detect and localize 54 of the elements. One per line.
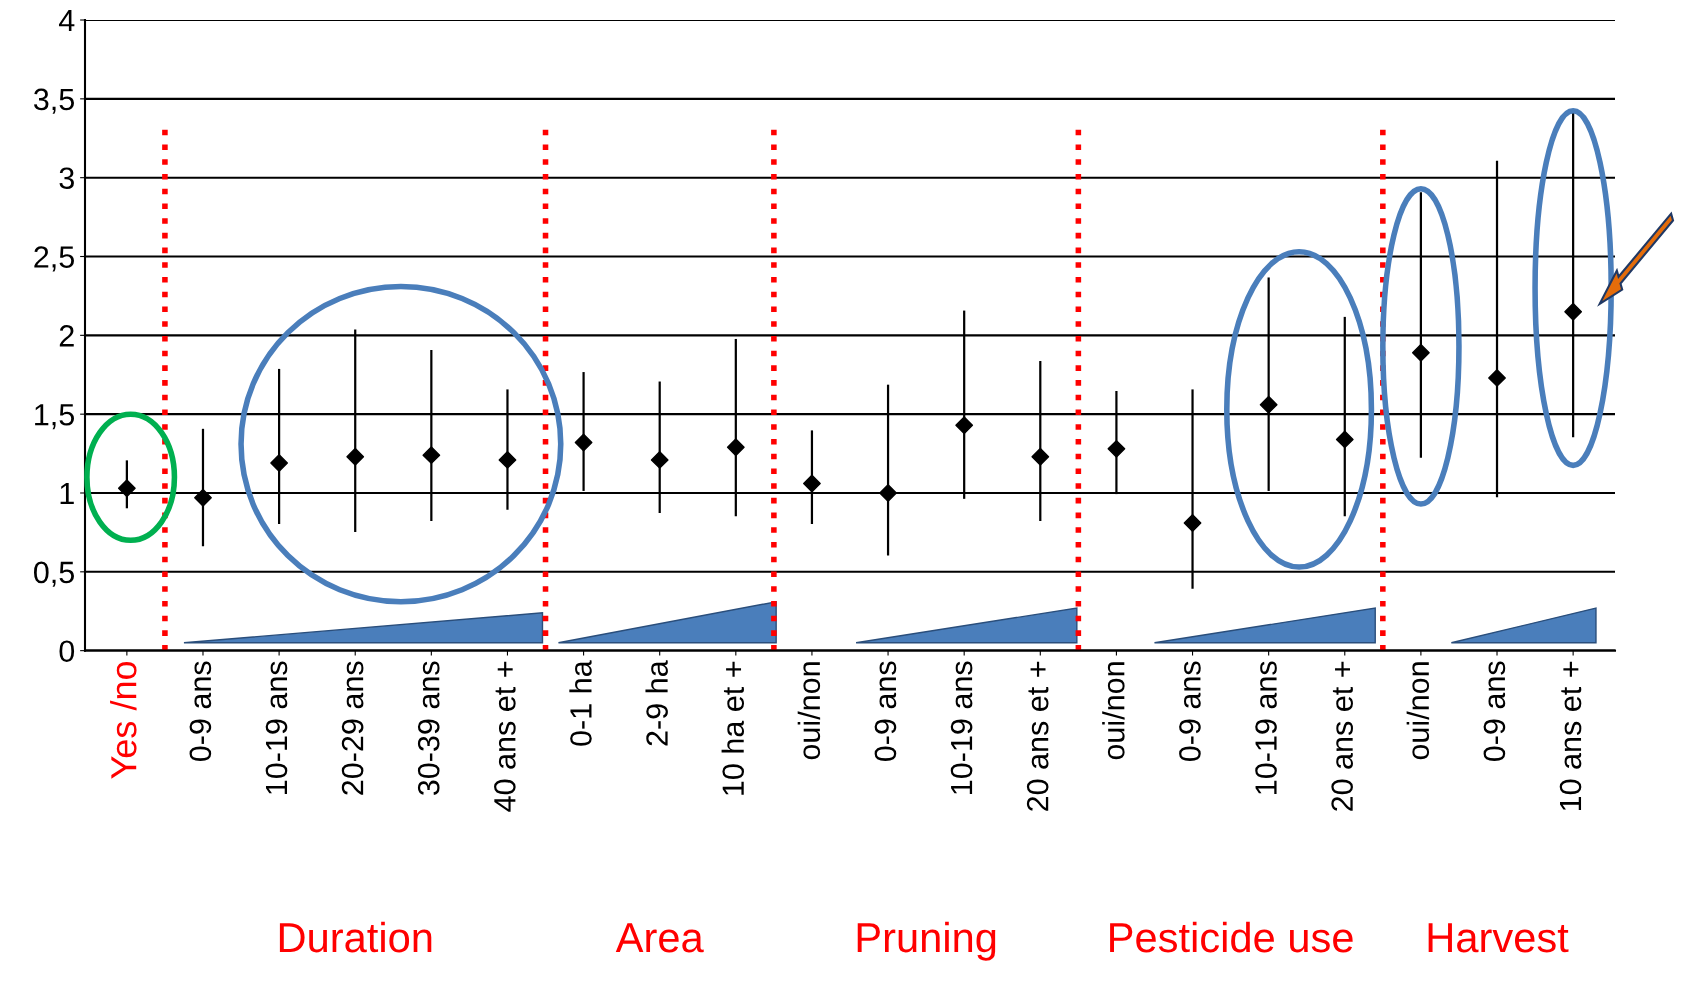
point xyxy=(346,447,365,466)
point xyxy=(1259,395,1278,414)
x-tick-label: 10-19 ans xyxy=(950,661,973,794)
point xyxy=(1335,430,1354,449)
x-tick-label: 0-9 ans xyxy=(874,661,897,762)
point xyxy=(422,446,441,465)
x-tick-label: 0-9 ans xyxy=(1179,661,1201,762)
x-tick-label: 0-1 ha xyxy=(569,660,592,746)
point xyxy=(1411,343,1430,362)
text: Pruning xyxy=(857,921,996,961)
x-tick-label: 20-29 ans xyxy=(341,661,364,795)
text: Area xyxy=(615,923,704,953)
y-tick-label: 1,5 xyxy=(35,404,74,430)
x-tick-label: oui/non xyxy=(797,662,821,760)
y-tick-label: 1 xyxy=(60,483,74,505)
x-tick-label: 0-9 ans xyxy=(1483,661,1506,762)
point xyxy=(1488,368,1506,387)
point xyxy=(1564,302,1583,321)
x-tick-label: 30-39 ans xyxy=(417,661,440,796)
point xyxy=(803,474,821,493)
point xyxy=(194,488,212,507)
x-tick-label: 10-19 ans xyxy=(1255,661,1277,794)
point xyxy=(726,438,745,457)
point xyxy=(270,454,289,472)
point xyxy=(498,450,517,469)
y-tick-label: 2 xyxy=(59,325,74,347)
point xyxy=(955,416,974,435)
text: Harvest xyxy=(1428,923,1569,953)
text: Pesticide use xyxy=(1110,921,1353,953)
point xyxy=(879,484,897,502)
y-tick-label: 0,5 xyxy=(34,561,74,587)
x-tick-label: oui/non xyxy=(1102,662,1125,760)
y-tick-label: 0 xyxy=(59,640,75,663)
x-tick-label: 40 ans et + xyxy=(494,661,516,812)
point xyxy=(117,479,136,498)
y-tick-label: 4 xyxy=(58,10,75,32)
x-tick-label: 10-19 ans xyxy=(265,661,288,794)
point xyxy=(1183,514,1202,532)
x-tick-label: 10 ans et + xyxy=(1559,661,1582,811)
y-tick-label: 3 xyxy=(59,167,74,190)
point xyxy=(574,433,593,452)
point xyxy=(650,450,669,469)
x-tick-label: 10 ha et + xyxy=(721,661,745,795)
x-tick-label: 2-9 ha xyxy=(645,660,668,746)
x-tick-label: 0-9 ans xyxy=(189,661,212,762)
x-tick-label: oui/non xyxy=(1406,662,1430,760)
point xyxy=(1031,447,1050,466)
point xyxy=(1107,439,1126,458)
x-tick-label: 20 ans et + xyxy=(1331,661,1353,811)
y-tick-label: 3,5 xyxy=(33,88,74,114)
x-tick-label: 20 ans et + xyxy=(1026,661,1049,811)
y-tick-label: 2,5 xyxy=(34,246,74,272)
text: Duration xyxy=(279,921,432,953)
x-tick-label: Yes /no xyxy=(110,661,137,779)
